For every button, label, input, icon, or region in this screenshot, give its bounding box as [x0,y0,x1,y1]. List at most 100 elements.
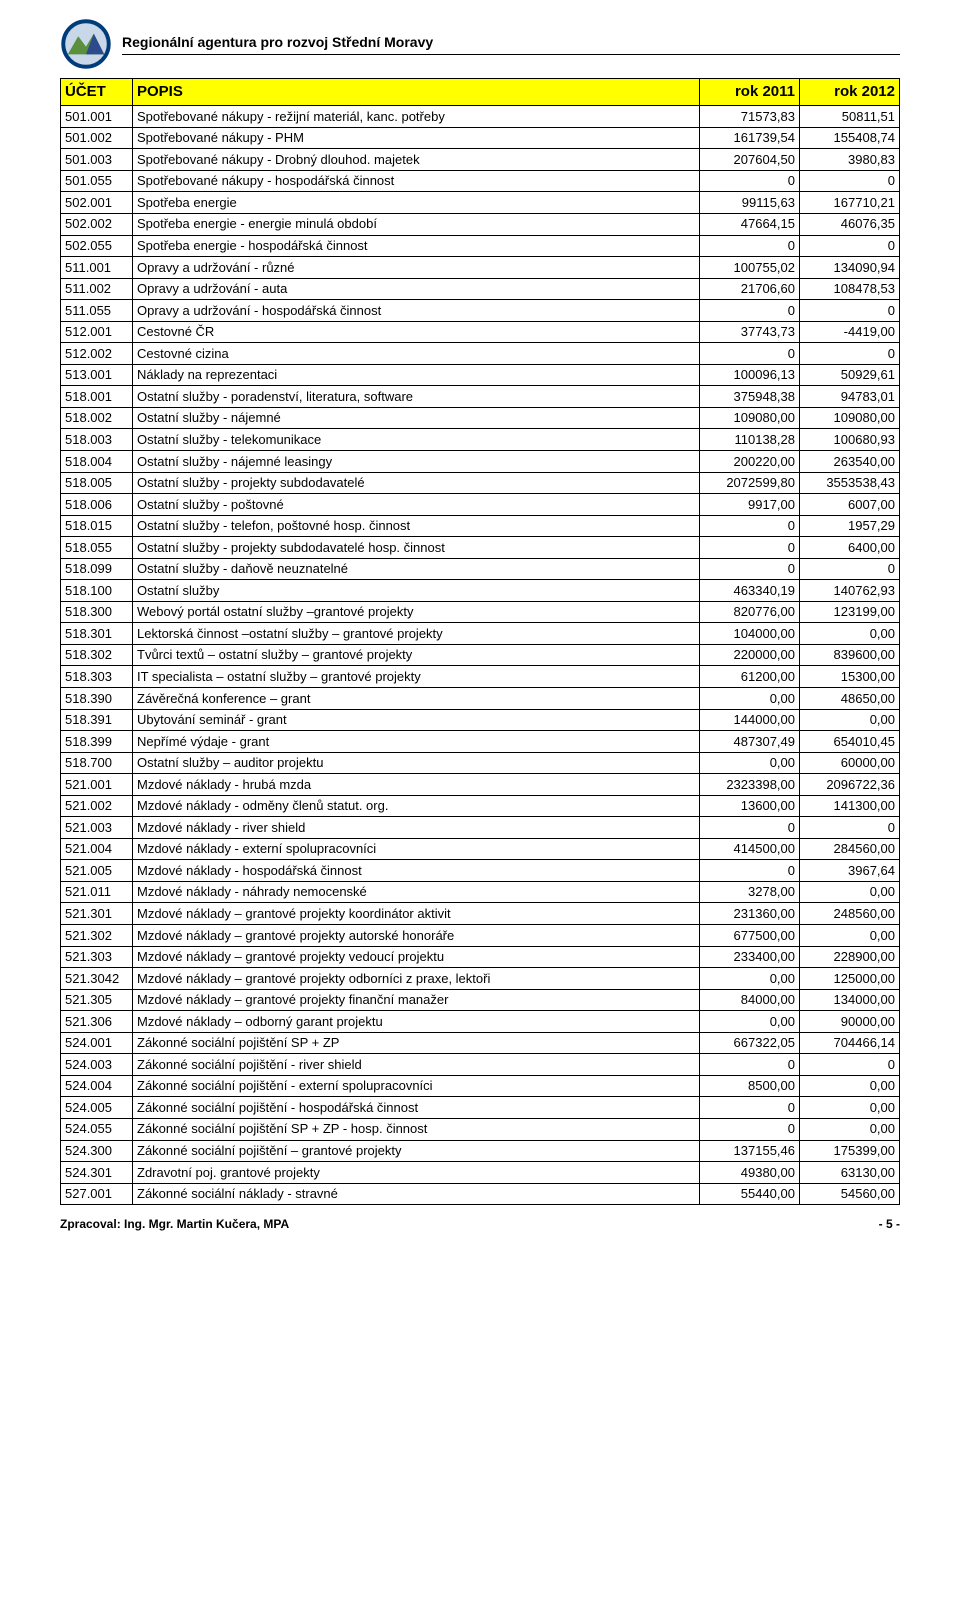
cell-popis: Spotřebované nákupy - hospodářská činnos… [133,170,700,192]
cell-y2: 654010,45 [800,731,900,753]
cell-y2: 2096722,36 [800,774,900,796]
cell-ucet: 518.700 [61,752,133,774]
cell-ucet: 518.006 [61,494,133,516]
cell-ucet: 518.303 [61,666,133,688]
cell-y2: 90000,00 [800,1011,900,1033]
cell-popis: Ostatní služby - poradenství, literatura… [133,386,700,408]
cell-ucet: 521.003 [61,817,133,839]
cell-popis: Opravy a udržování - různé [133,257,700,279]
cell-y2: 50929,61 [800,364,900,386]
cell-ucet: 518.015 [61,515,133,537]
cell-ucet: 511.002 [61,278,133,300]
cell-y2: 0,00 [800,881,900,903]
table-row: 518.303IT specialista – ostatní služby –… [61,666,900,688]
cell-y1: 137155,46 [700,1140,800,1162]
cell-y1: 110138,28 [700,429,800,451]
cell-ucet: 518.004 [61,451,133,473]
cell-ucet: 518.391 [61,709,133,731]
cell-popis: Ubytování seminář - grant [133,709,700,731]
cell-ucet: 521.306 [61,1011,133,1033]
th-year2: rok 2012 [800,79,900,106]
cell-ucet: 524.004 [61,1075,133,1097]
cell-popis: Ostatní služby - projekty subdodavatelé [133,472,700,494]
cell-ucet: 521.305 [61,989,133,1011]
cell-y2: 60000,00 [800,752,900,774]
cell-ucet: 521.011 [61,881,133,903]
cell-y1: 49380,00 [700,1162,800,1184]
cell-popis: IT specialista – ostatní služby – granto… [133,666,700,688]
table-row: 511.055Opravy a udržování - hospodářská … [61,300,900,322]
table-row: 521.302Mzdové náklady – grantové projekt… [61,925,900,947]
cell-y1: 0 [700,1054,800,1076]
footer-page: - 5 - [879,1217,900,1231]
table-row: 518.004Ostatní služby - nájemné leasingy… [61,451,900,473]
cell-ucet: 512.002 [61,343,133,365]
cell-popis: Zdravotní poj. grantové projekty [133,1162,700,1184]
cell-y1: 144000,00 [700,709,800,731]
cell-y1: 487307,49 [700,731,800,753]
cell-popis: Ostatní služby - daňově neuznatelné [133,558,700,580]
cell-popis: Zákonné sociální pojištění – grantové pr… [133,1140,700,1162]
cell-popis: Ostatní služby [133,580,700,602]
table-row: 518.399Nepřímé výdaje - grant487307,4965… [61,731,900,753]
org-title: Regionální agentura pro rozvoj Střední M… [122,34,900,55]
table-row: 524.055Zákonné sociální pojištění SP + Z… [61,1118,900,1140]
table-row: 518.100Ostatní služby463340,19140762,93 [61,580,900,602]
cell-y1: 0,00 [700,688,800,710]
table-row: 521.001Mzdové náklady - hrubá mzda232339… [61,774,900,796]
table-header-row: ÚČET POPIS rok 2011 rok 2012 [61,79,900,106]
table-row: 501.001Spotřebované nákupy - režijní mat… [61,106,900,128]
cell-y1: 99115,63 [700,192,800,214]
cell-y1: 207604,50 [700,149,800,171]
cell-y1: 0,00 [700,752,800,774]
cell-y1: 0 [700,515,800,537]
cell-popis: Mzdové náklady - náhrady nemocenské [133,881,700,903]
cell-ucet: 501.001 [61,106,133,128]
cell-ucet: 502.055 [61,235,133,257]
cell-y2: 0,00 [800,1097,900,1119]
cell-ucet: 518.055 [61,537,133,559]
cell-ucet: 521.303 [61,946,133,968]
cell-y1: 37743,73 [700,321,800,343]
cell-y2: 50811,51 [800,106,900,128]
cell-ucet: 501.002 [61,127,133,149]
cell-popis: Zákonné sociální pojištění SP + ZP [133,1032,700,1054]
cell-popis: Zákonné sociální náklady - stravné [133,1183,700,1205]
cell-popis: Tvůrci textů – ostatní služby – grantové… [133,644,700,666]
cell-y2: 3980,83 [800,149,900,171]
cell-y1: 61200,00 [700,666,800,688]
cell-ucet: 511.055 [61,300,133,322]
cell-y2: 0,00 [800,709,900,731]
cell-y1: 820776,00 [700,601,800,623]
table-row: 501.003Spotřebované nákupy - Drobný dlou… [61,149,900,171]
cell-popis: Mzdové náklady - odměny členů statut. or… [133,795,700,817]
cell-ucet: 524.301 [61,1162,133,1184]
cell-y2: 0 [800,1054,900,1076]
cell-y2: 109080,00 [800,407,900,429]
cell-y2: 0 [800,170,900,192]
cell-y2: -4419,00 [800,321,900,343]
cell-y2: 1957,29 [800,515,900,537]
cell-ucet: 521.005 [61,860,133,882]
table-row: 518.300Webový portál ostatní služby –gra… [61,601,900,623]
cell-y1: 100755,02 [700,257,800,279]
cell-y1: 463340,19 [700,580,800,602]
cell-y2: 46076,35 [800,213,900,235]
cell-ucet: 527.001 [61,1183,133,1205]
table-row: 518.003Ostatní služby - telekomunikace11… [61,429,900,451]
cell-y2: 175399,00 [800,1140,900,1162]
cell-y2: 284560,00 [800,838,900,860]
table-row: 521.011Mzdové náklady - náhrady nemocens… [61,881,900,903]
cell-popis: Spotřeba energie [133,192,700,214]
cell-y1: 0 [700,537,800,559]
cell-y2: 140762,93 [800,580,900,602]
cell-y1: 0 [700,860,800,882]
cell-popis: Mzdové náklady - hrubá mzda [133,774,700,796]
table-row: 518.390Závěrečná konference – grant0,004… [61,688,900,710]
cell-popis: Mzdové náklady – grantové projekty autor… [133,925,700,947]
table-body: 501.001Spotřebované nákupy - režijní mat… [61,106,900,1205]
accounts-table: ÚČET POPIS rok 2011 rok 2012 501.001Spot… [60,78,900,1205]
cell-y2: 3553538,43 [800,472,900,494]
cell-ucet: 501.003 [61,149,133,171]
cell-y2: 123199,00 [800,601,900,623]
